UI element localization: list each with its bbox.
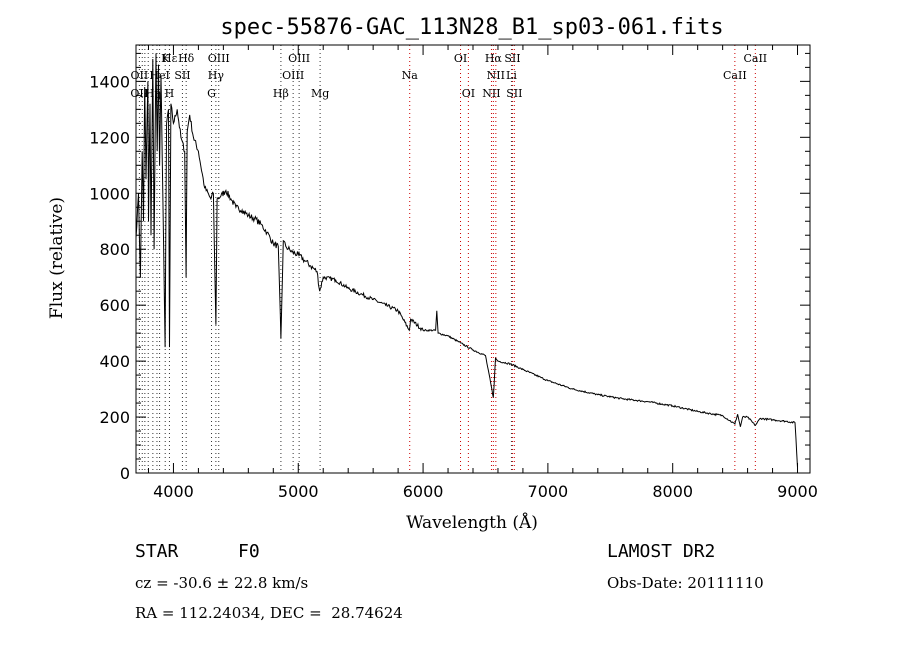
spectral-line-label: Mg xyxy=(311,87,329,100)
spectral-line-label: Hδ xyxy=(178,52,195,65)
spectral-line-label: Li xyxy=(506,69,517,82)
spectral-line-label: NII xyxy=(487,69,505,82)
object-class: STAR xyxy=(135,541,179,562)
x-tick-label: 9000 xyxy=(777,482,818,501)
y-tick-label: 1000 xyxy=(89,184,130,203)
x-tick-label: 5000 xyxy=(278,482,319,501)
spectral-line-label: CaII xyxy=(723,69,747,82)
spectral-line-label: HeI xyxy=(149,69,169,82)
object-subclass: F0 xyxy=(238,541,260,562)
y-tick-label: 0 xyxy=(120,464,130,483)
spectral-line-label: K xyxy=(161,52,170,65)
spectral-line-label: OI xyxy=(454,52,467,65)
x-tick-label: 8000 xyxy=(652,482,693,501)
spectral-line-label: Hε xyxy=(162,52,178,65)
observation-date: Obs-Date: 20111110 xyxy=(607,574,764,592)
y-tick-label: 400 xyxy=(99,352,130,371)
spectral-line-label: OIII xyxy=(282,69,304,82)
chart-title: spec-55876-GAC_113N28_B1_sp03-061.fits xyxy=(220,15,723,40)
spectral-line-label: Hγ xyxy=(208,69,225,82)
spectral-line-label: OII xyxy=(131,69,149,82)
spectral-line-label: SII xyxy=(506,87,522,100)
spectral-line-label: Na xyxy=(402,69,419,82)
y-tick-label: 1200 xyxy=(89,128,130,147)
spectral-line-label: H xyxy=(165,87,175,100)
y-tick-label: 600 xyxy=(99,296,130,315)
x-tick-label: 4000 xyxy=(153,482,194,501)
plot-frame xyxy=(135,44,811,474)
coordinates: RA = 112.24034, DEC = 28.74624 xyxy=(135,604,403,622)
x-tick-label: 7000 xyxy=(528,482,569,501)
x-tick-label: 6000 xyxy=(403,482,444,501)
spectral-line-label: OIII xyxy=(288,52,310,65)
y-axis: 0 200 400 600 800 1000 1200 1400 xyxy=(89,52,810,483)
spectral-line-label: G xyxy=(207,87,216,100)
x-axis-label: Wavelength (Å) xyxy=(406,512,538,533)
spectral-line-label: Hα xyxy=(485,52,503,65)
y-axis-label: Flux (relative) xyxy=(47,197,67,319)
spectral-line-label: OIII xyxy=(208,52,230,65)
x-axis: 4000 5000 6000 7000 8000 9000 xyxy=(147,45,818,501)
spectral-line-label: SII xyxy=(504,52,520,65)
spectral-line-label: OII xyxy=(130,87,148,100)
spectrum-line xyxy=(135,53,798,468)
y-tick-label: 1400 xyxy=(89,72,130,91)
y-tick-label: 200 xyxy=(99,408,130,427)
spectral-line-label: SII xyxy=(174,69,190,82)
y-tick-label: 800 xyxy=(99,240,130,259)
survey-name: LAMOST DR2 xyxy=(607,541,716,562)
redshift-velocity: cz = -30.6 ± 22.8 km/s xyxy=(135,574,309,592)
spectral-line-label: CaII xyxy=(743,52,767,65)
spectral-line-label: Hβ xyxy=(273,87,289,100)
spectral-line-label: OI xyxy=(462,87,475,100)
spectral-line-label: NII xyxy=(482,87,500,100)
spectral-line-markers xyxy=(138,45,756,473)
